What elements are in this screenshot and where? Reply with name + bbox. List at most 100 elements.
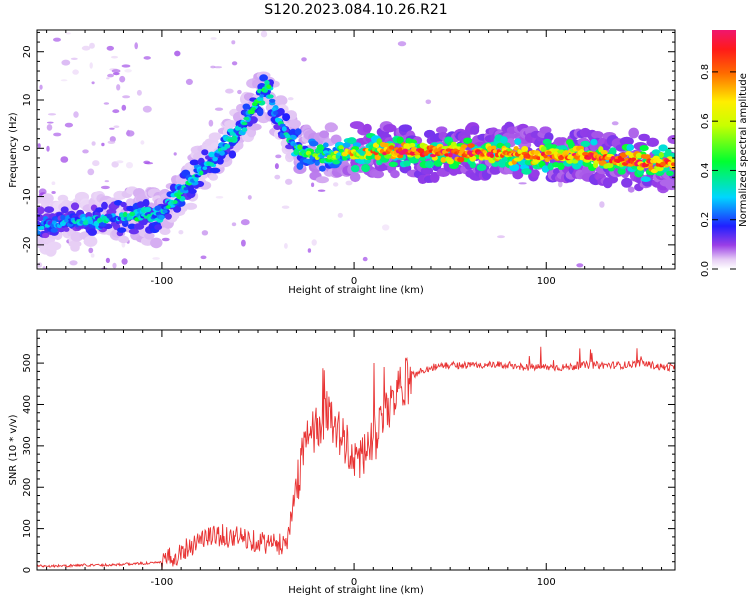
heatmap-noise-cell: [53, 37, 61, 42]
heatmap-ridge-cell: [60, 214, 66, 221]
heatmap-noise-cell: [37, 262, 43, 268]
heatmap-noise-cell: [121, 64, 131, 68]
heatmap-ridge-cell: [201, 149, 209, 156]
heatmap-ridge-cell: [118, 235, 129, 244]
heatmap-ridge-cell: [646, 137, 659, 147]
heatmap-ridge-cell: [530, 169, 540, 178]
heatmap-noise-cell: [497, 235, 505, 239]
heatmap-ridge-cell: [219, 150, 225, 156]
heatmap-ridge-cell: [609, 147, 617, 156]
heatmap-noise-cell: [285, 178, 293, 185]
heatmap-noise-cell: [134, 42, 138, 50]
heatmap-ridge-cell: [398, 124, 412, 132]
heatmap-noise-cell: [311, 182, 315, 188]
heatmap-ridge-cell: [256, 96, 264, 102]
heatmap-noise-cell: [64, 122, 73, 128]
heatmap-noise-cell: [210, 65, 216, 69]
heatmap-ridge-cell: [617, 168, 626, 175]
heatmap-noise-cell: [627, 186, 635, 193]
heatmap-ridge-cell: [347, 137, 357, 145]
heatmap-noise-cell: [70, 57, 78, 60]
heatmap-ridge-cell: [231, 135, 237, 141]
heatmap-noise-cell: [107, 140, 116, 144]
heatmap-ridge-cell: [359, 152, 365, 156]
heatmap-noise-cell: [152, 257, 160, 260]
snr-y-tick-label: 200: [22, 478, 33, 497]
heatmap-ridge-cell: [70, 202, 80, 211]
heatmap-noise-cell: [599, 201, 605, 208]
snr-y-tick-label: 400: [22, 395, 33, 414]
heatmap-noise-cell: [46, 121, 54, 124]
heatmap-ridge-cell: [476, 163, 487, 171]
heatmap-noise-cell: [87, 168, 95, 176]
heatmap-noise-cell: [100, 185, 110, 190]
heatmap-noise-cell: [185, 78, 193, 85]
heatmap-noise-cell: [81, 45, 91, 51]
heatmap-noise-cell: [105, 257, 110, 263]
heatmap-ridge-cell: [546, 150, 552, 155]
heatmap-noise-cell: [65, 32, 71, 35]
heatmap-noise-cell: [126, 162, 133, 169]
heatmap-ridge-cell: [514, 138, 522, 146]
heatmap-noise-cell: [307, 248, 312, 253]
heatmap-noise-cell: [91, 141, 96, 146]
heatmap-ridge-cell: [600, 150, 608, 155]
heatmap-noise-cell: [111, 55, 118, 59]
heatmap-ridge-cell: [490, 145, 497, 150]
heatmap-noise-cell: [142, 105, 152, 113]
heatmap-noise-cell: [89, 42, 95, 49]
heatmap-ridge-cell: [621, 177, 633, 188]
heatmap-noise-cell: [106, 77, 110, 80]
heatmap-ridge-cell: [208, 132, 222, 141]
heatmap-noise-cell: [210, 37, 217, 40]
heatmap-ridge-cell: [37, 206, 45, 215]
heatmap-noise-cell: [121, 104, 127, 111]
heatmap-ridge-cell: [388, 145, 395, 150]
heatmap-ridge-cell: [127, 223, 137, 230]
heatmap-ridge-cell: [396, 136, 404, 144]
heatmap-noise-cell: [37, 143, 41, 149]
heatmap-ridge-cell: [256, 108, 264, 117]
heatmap-ridge-cell: [521, 168, 532, 175]
spectrogram-xlabel: Height of straight line (km): [288, 285, 424, 296]
heatmap-noise-cell: [174, 50, 181, 57]
heatmap-ridge-cell: [95, 207, 104, 213]
heatmap-ridge-cell: [184, 202, 198, 210]
heatmap-ridge-cell: [294, 128, 302, 136]
heatmap-ridge-cell: [262, 89, 268, 93]
heatmap-ridge-cell: [618, 157, 625, 162]
heatmap-ridge-cell: [580, 140, 591, 148]
colorbar: 0.0 0.2 0.4 0.6 0.8 Normalized spectral ampl…: [700, 30, 749, 277]
spectrogram-y-tick-label: -10: [22, 188, 33, 204]
heatmap-ridge-cell: [446, 158, 454, 165]
heatmap-noise-cell: [213, 66, 223, 69]
heatmap-ridge-cell: [282, 113, 291, 122]
heatmap-ridge-cell: [638, 133, 650, 142]
heatmap-ridge-cell: [425, 160, 435, 169]
spectrogram-y-tick-label: 20: [22, 45, 33, 58]
heatmap-ridge-cell: [541, 165, 550, 173]
heatmap-ridge-cell: [271, 107, 277, 112]
heatmap-ridge-cell: [101, 201, 108, 210]
heatmap-ridge-cell: [241, 121, 248, 126]
spectrogram-y-tick-label: 0: [22, 145, 33, 151]
heatmap-ridge-cell: [64, 218, 69, 223]
heatmap-ridge-cell: [164, 213, 172, 220]
spectrogram-x-tick-label: 0: [351, 276, 357, 287]
heatmap-ridge-cell: [619, 136, 634, 146]
heatmap-noise-cell: [89, 62, 93, 69]
heatmap-ridge-cell: [88, 219, 94, 225]
heatmap-noise-cell: [73, 111, 79, 118]
heatmap-ridge-cell: [267, 94, 274, 99]
heatmap-ridge-cell: [60, 206, 69, 214]
heatmap-ridge-cell: [224, 120, 238, 128]
heatmap-ridge-cell: [539, 126, 552, 134]
heatmap-ridge-cell: [365, 154, 373, 160]
heatmap-noise-cell: [91, 81, 95, 85]
heatmap-noise-cell: [281, 205, 290, 209]
heatmap-ridge-cell: [63, 227, 70, 232]
heatmap-ridge-cell: [521, 146, 529, 152]
spectrogram-x-tick-label: 100: [537, 276, 556, 287]
heatmap-ridge-cell: [285, 133, 291, 139]
